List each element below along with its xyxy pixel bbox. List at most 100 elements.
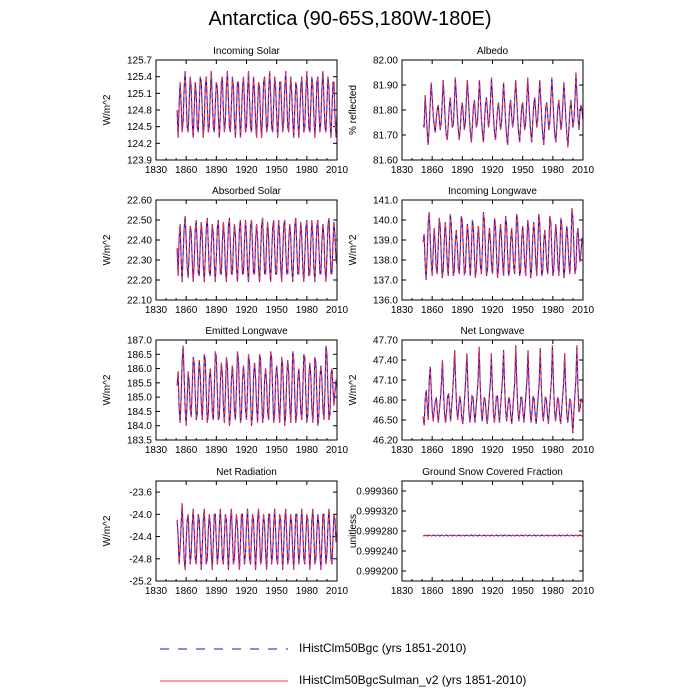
panel-2-ytick-label: 82.00 [373, 56, 398, 67]
panel-7-title: Net Radiation [216, 467, 277, 478]
panel-4-frame [401, 199, 584, 301]
panel-7-ylabel: W/m^2 [102, 515, 113, 546]
panel-5-xtick-label: 1920 [235, 445, 258, 456]
panel-3-xtick-label: 1860 [175, 305, 198, 316]
panel-4-xtick-label: 1980 [542, 305, 565, 316]
panel-2-xtick-label: 1830 [391, 165, 414, 176]
panel-1-xtick-label: 1860 [175, 165, 198, 176]
panel-1-ytick-label: 125.1 [127, 89, 152, 100]
panel-8-xtick-label: 2010 [572, 586, 595, 597]
panel-1-xtick-label: 1950 [266, 165, 289, 176]
panel-4-ylabel: W/m^2 [348, 234, 359, 265]
panel-7-ytick-label: -24.0 [129, 510, 152, 521]
panel-7-series-2-line [176, 503, 338, 570]
panel-7-xtick-label: 1860 [175, 586, 198, 597]
panel-5-series-2-line [176, 345, 338, 426]
panel-2-ylabel: % reflected [348, 85, 359, 135]
panel-8-xtick-label: 1980 [542, 586, 565, 597]
panel-5-ytick-label: 184.5 [127, 407, 152, 418]
panel-3-ytick-label: 22.30 [127, 256, 152, 267]
panel-5-ytick-label: 185.5 [127, 378, 152, 389]
panel-3-xtick-label: 2010 [326, 305, 349, 316]
panel-7-xtick-label: 1920 [235, 586, 258, 597]
panel-8-ytick-label: 0.999240 [356, 547, 398, 558]
panel-8-series-2-line [422, 534, 584, 537]
page-title: Antarctica (90-65S,180W-180E) [208, 8, 492, 30]
panel-5-ytick-label: 185.0 [127, 393, 152, 404]
panel-3-xtick-label: 1830 [145, 305, 168, 316]
panel-3-title: Absorbed Solar [212, 186, 282, 197]
panel-4-ytick-label: 138.0 [373, 256, 398, 267]
panel-3-xtick-label: 1920 [235, 305, 258, 316]
panel-1-ytick-label: 125.4 [127, 72, 152, 83]
panel-8-ytick-label: 0.999200 [356, 567, 398, 578]
panel-6-ytick-label: 47.40 [373, 356, 398, 367]
panel-2-xtick-label: 1920 [481, 165, 504, 176]
panel-6-ytick-label: 46.80 [373, 396, 398, 407]
panel-8-frame [401, 480, 584, 582]
panel-6-xtick-label: 1980 [542, 445, 565, 456]
panel-2-ytick-label: 81.90 [373, 81, 398, 92]
panel-3-ytick-label: 22.20 [127, 276, 152, 287]
panel-3-xtick-label: 1950 [266, 305, 289, 316]
panel-1-xtick-label: 1920 [235, 165, 258, 176]
panel-2-ytick-label: 81.70 [373, 131, 398, 142]
panel-7-ytick-label: -24.8 [129, 554, 152, 565]
panel-4-ytick-label: 139.0 [373, 236, 398, 247]
panel-6-xtick-label: 2010 [572, 445, 595, 456]
panel-1-frame [155, 59, 338, 161]
panel-5-xtick-label: 2010 [326, 445, 349, 456]
panel-4-xtick-label: 1890 [451, 305, 474, 316]
panel-6-xtick-label: 1920 [481, 445, 504, 456]
panel-2-xtick-label: 2010 [572, 165, 595, 176]
panel-4-series-2-line [422, 207, 584, 281]
panel-3-ylabel: W/m^2 [102, 234, 113, 265]
panel-5-xtick-label: 1890 [205, 445, 228, 456]
panel-8-ytick-label: 0.999360 [356, 487, 398, 498]
panel-5-title: Emitted Longwave [205, 326, 288, 337]
panel-6-title: Net Longwave [461, 326, 525, 337]
panel-4-ytick-label: 140.0 [373, 216, 398, 227]
panel-6-ytick-label: 46.20 [373, 436, 398, 447]
panel-1-ytick-label: 124.5 [127, 122, 152, 133]
panel-7-ytick-label: -24.4 [129, 532, 152, 543]
panel-4-xtick-label: 1860 [421, 305, 444, 316]
panel-7-frame [155, 480, 338, 582]
panel-4-ytick-label: 137.0 [373, 276, 398, 287]
panel-8-ylabel: unitless [348, 514, 359, 548]
panel-1-ytick-label: 124.2 [127, 139, 152, 150]
panel-5-ytick-label: 186.0 [127, 364, 152, 375]
panel-4-xtick-label: 1920 [481, 305, 504, 316]
panel-3-ytick-label: 22.50 [127, 216, 152, 227]
panel-2-ytick-label: 81.80 [373, 106, 398, 117]
panel-8-title: Ground Snow Covered Fraction [422, 467, 563, 478]
panel-6-series-2-line [422, 345, 584, 434]
panel-3-xtick-label: 1980 [296, 305, 319, 316]
panel-8-ytick-label: 0.999280 [356, 527, 398, 538]
panel-5-ylabel: W/m^2 [102, 374, 113, 405]
panel-6-xtick-label: 1830 [391, 445, 414, 456]
panel-1-xtick-label: 1830 [145, 165, 168, 176]
panel-4-ytick-label: 136.0 [373, 296, 398, 307]
panel-3-frame [155, 199, 338, 301]
panel-8-xtick-label: 1830 [391, 586, 414, 597]
panel-5-xtick-label: 1980 [296, 445, 319, 456]
panel-2-frame [401, 59, 584, 161]
panel-2-xtick-label: 1950 [512, 165, 535, 176]
panel-5-ytick-label: 183.5 [127, 436, 152, 447]
panel-2-series-1-line [422, 72, 584, 148]
panel-2-ytick-label: 81.60 [373, 156, 398, 167]
panel-8-xtick-label: 1890 [451, 586, 474, 597]
panel-1-series-2-line [176, 71, 338, 138]
panel-5-frame [155, 339, 338, 441]
panel-1-ytick-label: 124.8 [127, 106, 152, 117]
panel-1-xtick-label: 2010 [326, 165, 349, 176]
panel-4-title: Incoming Longwave [448, 186, 537, 197]
panel-5-xtick-label: 1950 [266, 445, 289, 456]
panel-6-ytick-label: 47.70 [373, 336, 398, 347]
panel-4-ytick-label: 141.0 [373, 196, 398, 207]
panel-7-xtick-label: 1950 [266, 586, 289, 597]
panel-4-xtick-label: 2010 [572, 305, 595, 316]
panel-1-ytick-label: 123.9 [127, 156, 152, 167]
